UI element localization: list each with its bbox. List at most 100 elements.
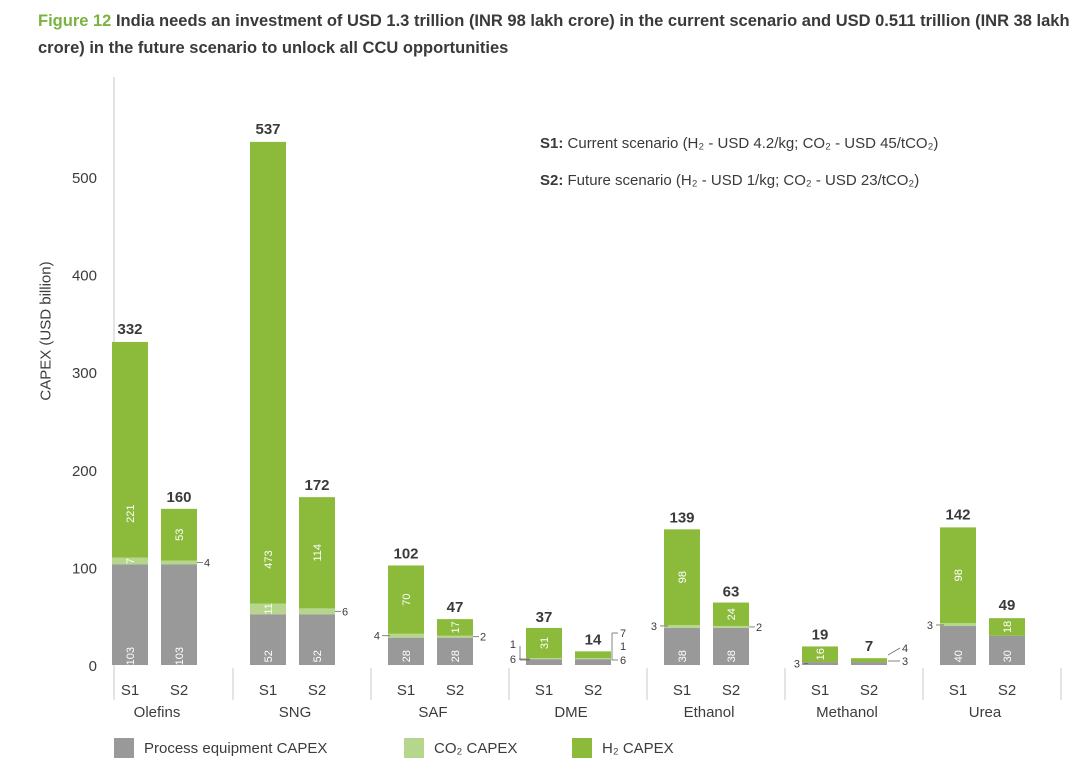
bar-total-label: 7 bbox=[865, 638, 873, 655]
bar-segment-h2 bbox=[664, 529, 700, 625]
bar-total-label: 160 bbox=[166, 489, 191, 506]
bar-segment-process bbox=[161, 564, 197, 665]
bar-total-label: 19 bbox=[812, 626, 829, 643]
bar-segment-co2 bbox=[664, 624, 700, 628]
bar-segment-co2 bbox=[250, 603, 286, 615]
scenario-label: S2 bbox=[584, 682, 602, 699]
bar-segment-process bbox=[851, 662, 887, 665]
segment-callout-label: 6 bbox=[510, 654, 516, 666]
segment-callout-label: 4 bbox=[204, 558, 210, 570]
bar-segment-h2 bbox=[989, 618, 1025, 636]
legend-label-process: Process equipment CAPEX bbox=[144, 739, 328, 757]
figure-title-text: India needs an investment of USD 1.3 tri… bbox=[38, 12, 1070, 57]
scenario-label: S1 bbox=[121, 682, 139, 699]
bar-segment-process bbox=[437, 637, 473, 665]
process-value-label: 52 bbox=[263, 650, 275, 662]
process-value-label: 38 bbox=[677, 650, 689, 662]
h2-value-label: 221 bbox=[125, 505, 137, 523]
bar-segment-h2 bbox=[575, 651, 611, 659]
process-value-label: 52 bbox=[312, 650, 324, 662]
bar-segment-co2 bbox=[388, 633, 424, 638]
bar-segment-h2 bbox=[161, 508, 197, 561]
legend-item-co2: CO₂ CAPEX bbox=[404, 738, 517, 758]
process-value-label: 28 bbox=[450, 650, 462, 662]
bar-segment-co2 bbox=[299, 608, 335, 615]
category-label: Methanol bbox=[816, 704, 878, 721]
scenario-label: S1 bbox=[949, 682, 967, 699]
category-label: Urea bbox=[969, 704, 1002, 721]
h2-value-label: 31 bbox=[539, 637, 551, 649]
scenario-label: S1 bbox=[259, 682, 277, 699]
scenario-label: S2 bbox=[722, 682, 740, 699]
bar-segment-co2 bbox=[526, 658, 562, 660]
bar-total-label: 47 bbox=[447, 599, 464, 616]
y-tick-label: 400 bbox=[72, 268, 97, 285]
category-label: SNG bbox=[279, 704, 312, 721]
figure-label: Figure 12 bbox=[38, 12, 112, 30]
scenario-label: S1 bbox=[811, 682, 829, 699]
bar-segment-h2 bbox=[299, 497, 335, 609]
legend-swatch-h2 bbox=[572, 738, 592, 758]
h2-value-label: 98 bbox=[677, 571, 689, 583]
bar-segment-h2 bbox=[802, 646, 838, 663]
y-tick-label: 200 bbox=[72, 463, 97, 480]
segment-callout-label: 1 bbox=[510, 639, 516, 651]
legend-item-h2: H₂ CAPEX bbox=[572, 738, 674, 758]
category-label: Ethanol bbox=[684, 704, 735, 721]
y-tick-label: 500 bbox=[72, 170, 97, 187]
legend-swatch-co2 bbox=[404, 738, 424, 758]
bar-segment-h2 bbox=[388, 565, 424, 634]
bar-total-label: 14 bbox=[585, 631, 602, 648]
scenario-s2-note: S2: Future scenario (H₂ - USD 1/kg; CO₂ … bbox=[540, 172, 919, 189]
legend-label-co2: CO₂ CAPEX bbox=[434, 739, 518, 757]
h2-value-label: 98 bbox=[953, 569, 965, 581]
process-value-label: 30 bbox=[1002, 650, 1014, 662]
segment-callout-label: 6 bbox=[342, 606, 348, 618]
bar-segment-process bbox=[664, 627, 700, 665]
callout-leader bbox=[887, 647, 901, 656]
bar-total-label: 139 bbox=[669, 509, 694, 526]
scenario-label: S1 bbox=[397, 682, 415, 699]
segment-callout-label: 3 bbox=[651, 621, 657, 633]
bar-segment-process bbox=[250, 614, 286, 665]
segment-callout-label: 2 bbox=[756, 622, 762, 634]
scenario-label: S2 bbox=[170, 682, 188, 699]
h2-value-label: 18 bbox=[1002, 621, 1014, 633]
bar-total-label: 537 bbox=[255, 121, 280, 138]
bar-segment-h2 bbox=[940, 527, 976, 624]
process-value-label: 103 bbox=[125, 647, 137, 665]
category-label: DME bbox=[554, 704, 587, 721]
bar-segment-process bbox=[575, 659, 611, 665]
scenario-label: S2 bbox=[860, 682, 878, 699]
legend-label-h2: H₂ CAPEX bbox=[602, 739, 674, 757]
scenario-label: S2 bbox=[446, 682, 464, 699]
bar-segment-co2 bbox=[713, 625, 749, 628]
process-value-label: 40 bbox=[953, 650, 965, 662]
segment-callout-label: 1 bbox=[620, 641, 626, 653]
process-value-label: 28 bbox=[401, 650, 413, 662]
h2-value-label: 16 bbox=[815, 648, 827, 660]
bar-segment-h2 bbox=[250, 141, 286, 604]
y-tick-label: 300 bbox=[72, 365, 97, 382]
segment-callout-label: 3 bbox=[927, 620, 933, 632]
scenario-label: S1 bbox=[535, 682, 553, 699]
process-value-label: 38 bbox=[726, 650, 738, 662]
bar-segment-co2 bbox=[112, 557, 148, 565]
bar-segment-h2 bbox=[112, 341, 148, 558]
bar-segment-process bbox=[940, 625, 976, 665]
co2-value-label: 11 bbox=[263, 603, 275, 614]
y-tick-label: 0 bbox=[89, 658, 97, 675]
segment-callout-label: 2 bbox=[480, 632, 486, 644]
h2-value-label: 53 bbox=[174, 529, 186, 541]
bar-segment-h2 bbox=[526, 627, 562, 659]
segment-callout-label: 4 bbox=[902, 643, 908, 655]
bar-total-label: 63 bbox=[723, 584, 740, 601]
segment-callout-label: 3 bbox=[902, 656, 908, 668]
bar-total-label: 142 bbox=[945, 506, 970, 523]
segment-callout-label: 4 bbox=[374, 631, 380, 643]
h2-value-label: 473 bbox=[263, 550, 275, 568]
bar-segment-process bbox=[989, 635, 1025, 665]
h2-value-label: 114 bbox=[312, 544, 324, 562]
segment-callout-label: 3 bbox=[794, 659, 800, 671]
